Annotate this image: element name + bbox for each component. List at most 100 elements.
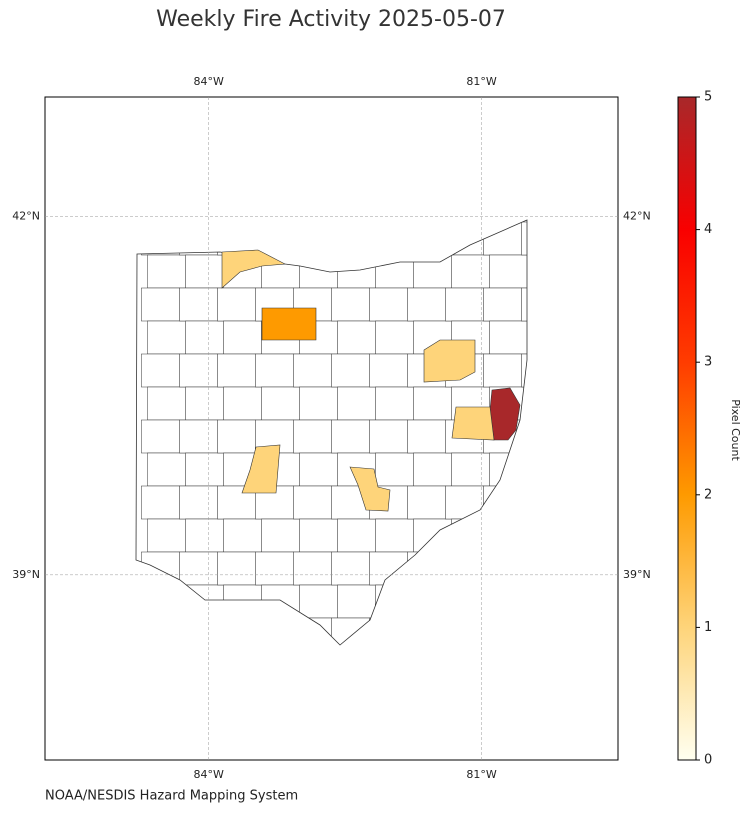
y-tick-label: 39°N [12, 568, 40, 581]
county [413, 584, 452, 619]
county [483, 287, 522, 322]
county [369, 221, 408, 256]
county [299, 386, 338, 421]
y-tick-label: 39°N [623, 568, 651, 581]
county [331, 221, 370, 256]
fire-county [261, 307, 317, 341]
county [217, 287, 256, 322]
county [141, 221, 180, 256]
colorbar-tick-label: 5 [704, 90, 712, 105]
county [179, 221, 218, 256]
county [141, 485, 180, 520]
county [141, 617, 180, 645]
county [369, 617, 408, 645]
county [293, 617, 332, 645]
county [223, 320, 262, 355]
county [527, 321, 565, 354]
colorbar-tick-label: 1 [704, 620, 712, 635]
fire-county [349, 466, 391, 512]
county [299, 584, 338, 619]
x-tick-label: 81°W [466, 768, 496, 781]
title: Weekly Fire Activity 2025-05-07 [156, 7, 506, 32]
county [445, 485, 484, 520]
county [413, 452, 452, 487]
county [527, 255, 565, 288]
county [147, 584, 186, 619]
county [217, 617, 256, 645]
county [185, 584, 224, 619]
county [407, 617, 446, 645]
fire-county [423, 339, 476, 383]
county [407, 485, 446, 520]
county [369, 419, 408, 454]
county [217, 419, 256, 454]
county [489, 320, 527, 355]
county [331, 617, 370, 645]
county [217, 551, 256, 586]
county [185, 254, 224, 289]
county [255, 353, 294, 388]
county [141, 287, 180, 322]
county [483, 617, 522, 645]
colorbar [677, 96, 697, 761]
county [185, 386, 224, 421]
county [521, 485, 527, 520]
county [217, 221, 256, 256]
fire-county [451, 406, 495, 441]
colorbar-tick-label: 0 [704, 753, 712, 768]
fire-county [241, 444, 281, 494]
x-tick-label: 84°W [194, 75, 224, 88]
county [451, 518, 490, 553]
county [223, 518, 262, 553]
county [521, 617, 527, 645]
county [141, 419, 180, 454]
county [261, 584, 300, 619]
county [445, 617, 484, 645]
county [407, 419, 446, 454]
county [331, 551, 370, 586]
county [375, 386, 414, 421]
county [255, 221, 294, 256]
county [217, 353, 256, 388]
county [369, 551, 408, 586]
county [375, 452, 414, 487]
county [489, 254, 527, 289]
county [299, 518, 338, 553]
county [293, 419, 332, 454]
county [451, 452, 490, 487]
county [255, 551, 294, 586]
colorbar-tick-label: 4 [704, 222, 712, 237]
y-tick-label: 42°N [623, 209, 651, 222]
county [185, 518, 224, 553]
county [527, 387, 565, 420]
county [521, 551, 527, 586]
county [489, 584, 527, 619]
x-tick-label: 81°W [466, 75, 496, 88]
fire-county [221, 249, 287, 289]
county [483, 353, 522, 388]
county [489, 518, 527, 553]
county [179, 353, 218, 388]
county [141, 551, 180, 586]
county [179, 419, 218, 454]
county [527, 453, 565, 486]
county [223, 386, 262, 421]
county [413, 254, 452, 289]
county [527, 519, 565, 552]
county [293, 221, 332, 256]
county [185, 320, 224, 355]
county [483, 485, 522, 520]
county [293, 551, 332, 586]
county [331, 287, 370, 322]
county [369, 353, 408, 388]
county [445, 221, 484, 256]
county [445, 551, 484, 586]
county [527, 585, 565, 618]
county [185, 452, 224, 487]
county [147, 320, 186, 355]
county [337, 320, 376, 355]
county [521, 287, 527, 322]
county [179, 485, 218, 520]
county [147, 254, 186, 289]
